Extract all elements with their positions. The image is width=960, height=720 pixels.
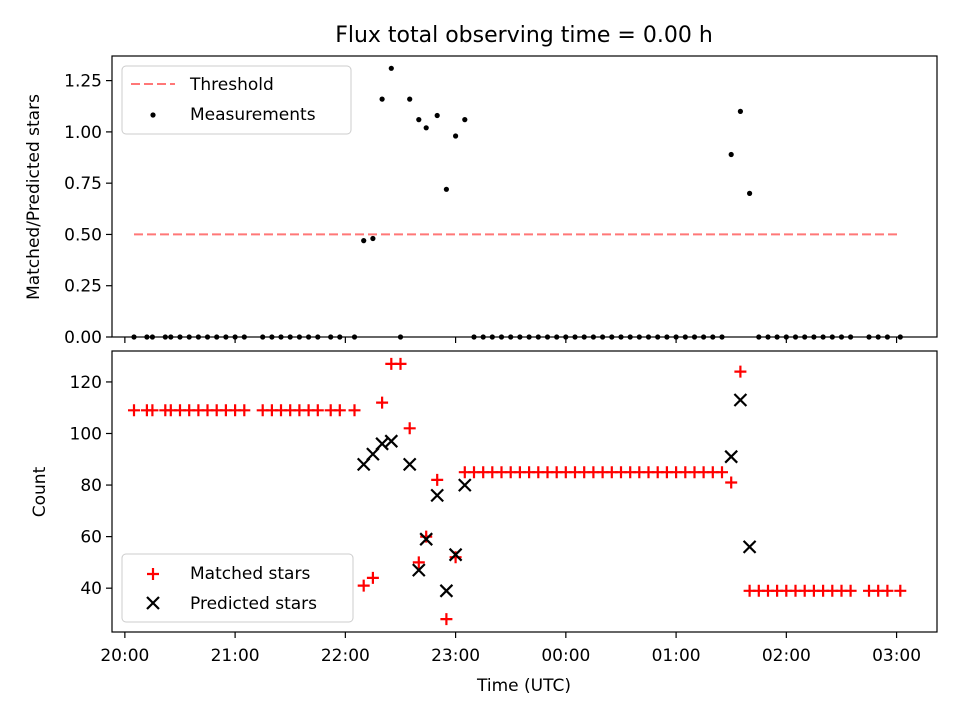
measurements-point <box>453 133 459 139</box>
predicted-stars-point <box>733 393 748 407</box>
measurements-point <box>434 112 440 119</box>
matched-stars-point <box>128 404 140 417</box>
top-y-tick-label: 0.50 <box>64 225 102 245</box>
predicted-stars-point <box>724 449 738 464</box>
bottom-y-tick-label: 40 <box>80 579 102 599</box>
top-y-tick-label: 0.75 <box>64 174 102 194</box>
bottom-x-tick-label: 20:00 <box>100 646 149 666</box>
matched-stars-point <box>366 571 379 584</box>
x-axis-label: Time (UTC) <box>476 676 571 696</box>
matched-stars-point <box>734 365 747 378</box>
measurements-point <box>370 235 376 242</box>
bottom-x-tick-label: 21:00 <box>211 646 260 666</box>
measurements-point <box>423 125 429 131</box>
top-legend: Threshold Measurements <box>121 65 352 135</box>
matched-stars-point <box>440 613 453 626</box>
measurements-point <box>388 65 394 71</box>
bottom-y-tick-label: 100 <box>70 424 102 444</box>
top-legend-box <box>121 65 352 135</box>
matched-stars-point <box>881 584 894 597</box>
predicted-stars-point <box>430 488 444 503</box>
bottom-x-tick-label: 01:00 <box>652 646 701 666</box>
bottom-x-tick-label: 22:00 <box>321 646 370 666</box>
bottom-plot-marks <box>128 357 907 626</box>
predicted-stars-point <box>419 532 433 546</box>
measurements-point <box>462 117 468 123</box>
measurements-point <box>407 96 413 102</box>
bottom-y-axis-label: Count <box>30 466 50 517</box>
measurements-legend-label: Measurements <box>190 105 316 125</box>
figure-title: Flux total observing time = 0.00 h <box>335 23 713 48</box>
bottom-x-tick-label: 03:00 <box>872 646 921 666</box>
matched-stars-point <box>357 579 370 592</box>
matched-stars-point <box>376 396 389 409</box>
predicted-stars-point <box>742 540 757 554</box>
predicted-stars-point <box>384 434 399 448</box>
matched-stars-point <box>431 473 444 486</box>
matched-stars-point <box>412 556 425 569</box>
matched-stars-point <box>403 422 416 435</box>
measurements-point <box>747 190 753 196</box>
matched-stars-point <box>725 476 738 489</box>
top-plot-marks <box>131 65 903 340</box>
bottom-x-tick-label: 23:00 <box>431 646 480 666</box>
matched-stars-point <box>311 404 324 417</box>
predicted-stars-legend-swatch <box>146 596 160 610</box>
top-y-tick-label: 1.00 <box>64 123 102 143</box>
measurements-point <box>728 151 734 158</box>
bottom-y-tick-label: 80 <box>80 476 102 496</box>
matched-stars-point <box>844 584 857 597</box>
bottom-plot-frame <box>111 350 938 633</box>
predicted-stars-point <box>458 478 472 492</box>
measurements-point <box>737 108 744 114</box>
measurements-point <box>379 96 385 102</box>
bottom-y-tick-label: 60 <box>80 528 102 548</box>
top-y-tick-label: 0.25 <box>64 277 102 297</box>
bottom-plot: 40 60 80 100 120 20:00 21:00 22:00 23:00 00:00 01:… <box>30 350 938 696</box>
top-y-tick-label: 0.00 <box>64 328 102 348</box>
predicted-stars-point <box>412 563 426 577</box>
measurements-point <box>416 117 422 123</box>
top-y-tick-label: 1.25 <box>64 72 102 92</box>
bottom-x-tick-label: 02:00 <box>762 646 811 666</box>
predicted-stars-point <box>402 457 417 472</box>
matched-stars-point <box>238 404 251 417</box>
top-plot-axes: 0.00 0.25 0.50 0.75 1.00 1.25 <box>64 72 898 348</box>
matched-stars-legend-swatch <box>147 568 159 580</box>
measurements-point <box>361 238 367 244</box>
matched-stars-point <box>394 357 407 370</box>
predicted-stars-point <box>448 547 463 562</box>
top-plot-frame <box>111 55 938 338</box>
matched-stars-legend-label: Matched stars <box>190 564 310 584</box>
threshold-legend-label: Threshold <box>189 75 274 95</box>
top-y-axis-label: Matched/Predicted stars <box>24 94 44 300</box>
bottom-plot-axes: 40 60 80 100 120 20:00 21:00 22:00 23:00 00:00 01:… <box>70 373 922 666</box>
bottom-legend: Matched stars Predicted stars <box>121 553 354 623</box>
matched-stars-point <box>333 404 346 417</box>
bottom-legend-box <box>121 553 354 623</box>
top-plot: 0.00 0.25 0.50 0.75 1.00 1.25 Matched/Predict… <box>24 55 938 348</box>
measurements-legend-swatch <box>150 112 156 118</box>
measurements-point <box>443 186 449 192</box>
matched-stars-point <box>348 404 361 417</box>
matched-stars-point <box>894 584 907 597</box>
matched-stars-point <box>146 404 159 417</box>
predicted-stars-point <box>439 584 454 598</box>
predicted-stars-legend-label: Predicted stars <box>190 594 317 614</box>
matched-stars-point <box>716 466 728 479</box>
bottom-y-tick-label: 120 <box>70 373 102 393</box>
bottom-x-tick-label: 00:00 <box>541 646 590 666</box>
